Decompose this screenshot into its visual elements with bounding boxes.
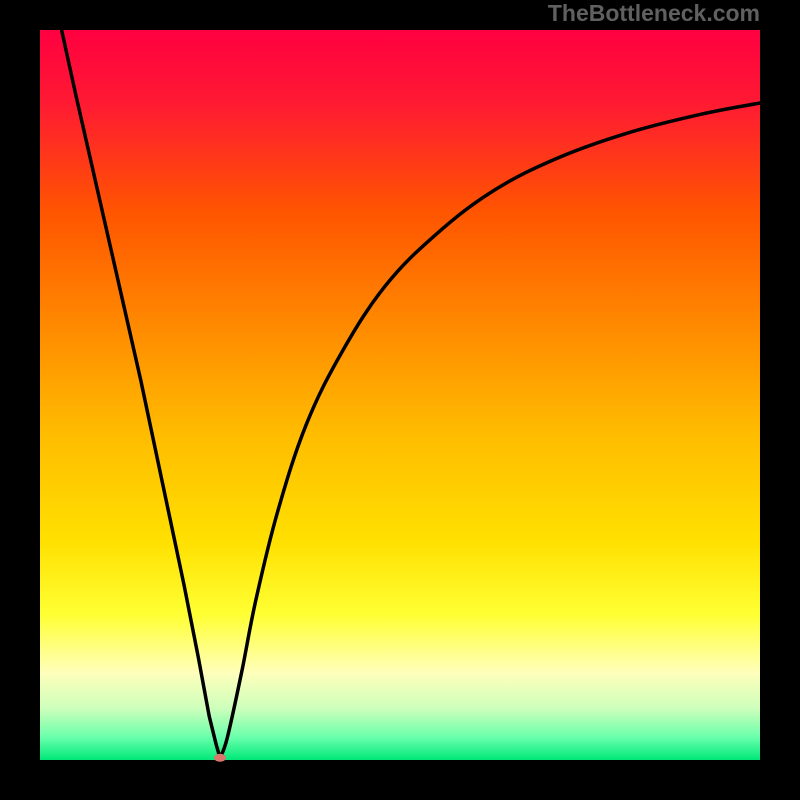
bottleneck-plot	[0, 0, 800, 800]
plot-gradient-background	[40, 30, 760, 760]
optimal-point-marker	[214, 754, 226, 762]
chart-container: TheBottleneck.com	[0, 0, 800, 800]
attribution-text: TheBottleneck.com	[548, 0, 760, 27]
